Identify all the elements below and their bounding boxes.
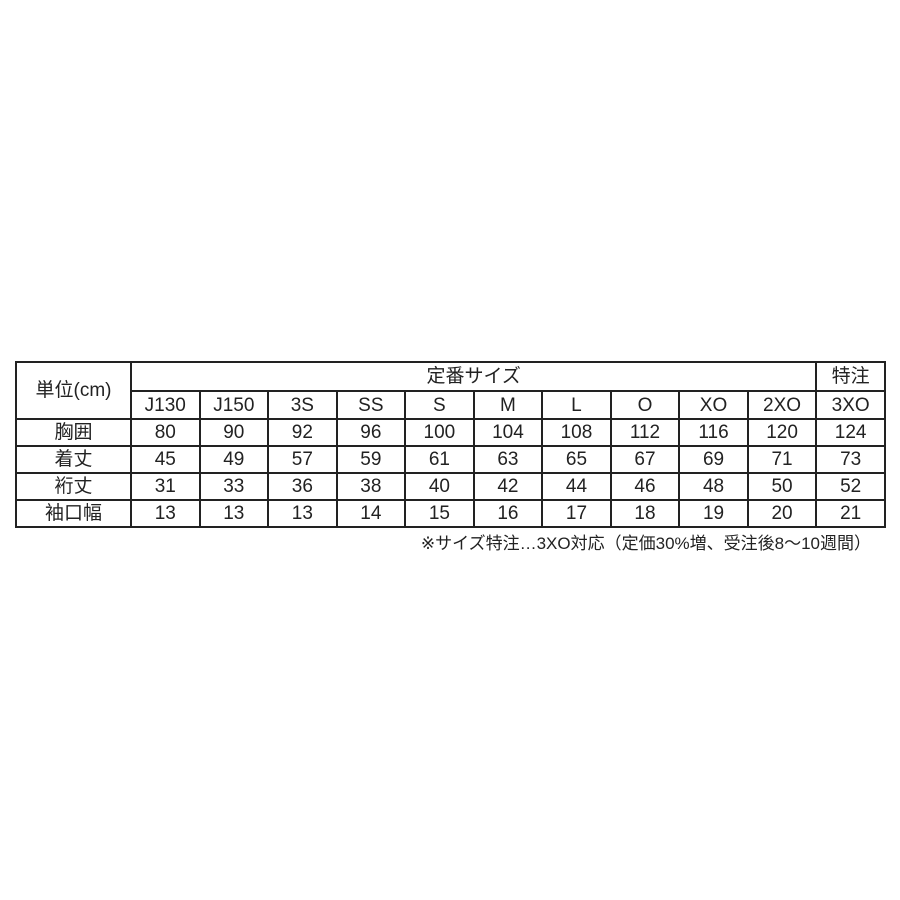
- unit-label-cell: 単位(cm): [15, 361, 132, 420]
- size-column-header-2xo: 2XO: [746, 390, 818, 420]
- measurement-value-cell: 40: [404, 472, 475, 501]
- custom-size-footnote: ※サイズ特注…3XO対応（定価30%増、受注後8～10週間）: [420, 534, 871, 553]
- size-column-header-j150: J150: [198, 390, 270, 420]
- measurement-value-cell: 52: [815, 472, 886, 501]
- measurement-value-cell: 112: [609, 418, 681, 447]
- measurement-value-cell: 13: [198, 499, 270, 528]
- size-column-header-s: S: [404, 390, 475, 420]
- size-column-header-3xo: 3XO: [815, 390, 886, 420]
- measurement-value-cell: 59: [335, 445, 407, 474]
- measurement-value-cell: 46: [609, 472, 681, 501]
- size-column-header-j130: J130: [130, 390, 201, 420]
- measurement-value-cell: 17: [541, 499, 612, 528]
- size-column-header-xo: XO: [678, 390, 749, 420]
- measurement-value-cell: 20: [746, 499, 818, 528]
- measurement-value-cell: 80: [130, 418, 201, 447]
- measurement-value-cell: 21: [815, 499, 886, 528]
- size-column-header-m: M: [472, 390, 544, 420]
- measurement-value-cell: 33: [198, 472, 270, 501]
- measurement-value-cell: 69: [678, 445, 749, 474]
- measurement-row: 胸囲 80 90 92 96 100 104 108 112 116 120 124: [15, 418, 886, 447]
- measurement-value-cell: 61: [404, 445, 475, 474]
- header-row-groups: 単位(cm) 定番サイズ 特注: [15, 361, 886, 420]
- measurement-label-cell: 袖口幅: [15, 499, 132, 528]
- size-column-header-3s: 3S: [267, 390, 338, 420]
- size-chart-table: 単位(cm) 定番サイズ 特注 J130 J150 3S SS S M L O XO 2XO 3XO 胸囲 8…: [15, 361, 886, 528]
- measurement-value-cell: 36: [267, 472, 338, 501]
- custom-size-group-cell: 特注: [815, 361, 886, 392]
- measurement-value-cell: 45: [130, 445, 201, 474]
- measurement-value-cell: 92: [267, 418, 338, 447]
- measurement-value-cell: 42: [472, 472, 544, 501]
- measurement-value-cell: 44: [541, 472, 612, 501]
- measurement-value-cell: 50: [746, 472, 818, 501]
- measurement-value-cell: 63: [472, 445, 544, 474]
- size-column-header-o: O: [609, 390, 681, 420]
- measurement-value-cell: 71: [746, 445, 818, 474]
- measurement-value-cell: 14: [335, 499, 407, 528]
- measurement-value-cell: 49: [198, 445, 270, 474]
- measurement-label-cell: 裄丈: [15, 472, 132, 501]
- measurement-value-cell: 16: [472, 499, 544, 528]
- measurement-value-cell: 65: [541, 445, 612, 474]
- measurement-row: 袖口幅 13 13 13 14 15 16 17 18 19 20 21: [15, 499, 886, 528]
- size-column-header-l: L: [541, 390, 612, 420]
- measurement-value-cell: 57: [267, 445, 338, 474]
- measurement-label-cell: 胸囲: [15, 418, 132, 447]
- measurement-value-cell: 96: [335, 418, 407, 447]
- measurement-value-cell: 38: [335, 472, 407, 501]
- measurement-value-cell: 67: [609, 445, 681, 474]
- standard-sizes-group-cell: 定番サイズ: [129, 361, 818, 392]
- measurement-value-cell: 116: [678, 418, 749, 447]
- measurement-value-cell: 108: [541, 418, 612, 447]
- measurement-value-cell: 48: [678, 472, 749, 501]
- measurement-value-cell: 18: [609, 499, 681, 528]
- measurement-row: 裄丈 31 33 36 38 40 42 44 46 48 50 52: [15, 472, 886, 501]
- measurement-label-cell: 着丈: [15, 445, 132, 474]
- size-table-body: 単位(cm) 定番サイズ 特注 J130 J150 3S SS S M L O XO 2XO 3XO 胸囲 8…: [15, 361, 886, 528]
- measurement-value-cell: 31: [130, 472, 201, 501]
- measurement-value-cell: 90: [198, 418, 270, 447]
- measurement-value-cell: 15: [404, 499, 475, 528]
- measurement-value-cell: 120: [746, 418, 818, 447]
- measurement-value-cell: 100: [404, 418, 475, 447]
- measurement-value-cell: 104: [472, 418, 544, 447]
- measurement-value-cell: 19: [678, 499, 749, 528]
- size-column-header-ss: SS: [335, 390, 407, 420]
- header-row-sizes: J130 J150 3S SS S M L O XO 2XO 3XO: [16, 390, 886, 420]
- measurement-value-cell: 73: [815, 445, 886, 474]
- measurement-value-cell: 13: [267, 499, 338, 528]
- measurement-row: 着丈 45 49 57 59 61 63 65 67 69 71 73: [15, 445, 886, 474]
- measurement-value-cell: 13: [130, 499, 201, 528]
- measurement-value-cell: 124: [815, 418, 886, 447]
